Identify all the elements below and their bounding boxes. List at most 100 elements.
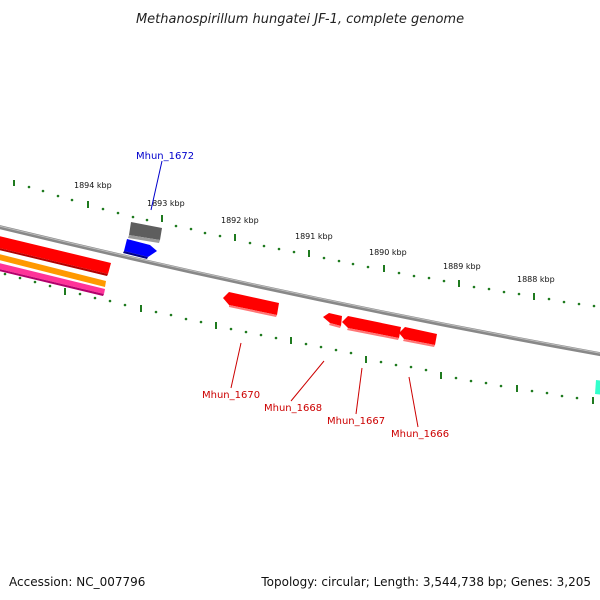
inner-dot xyxy=(123,303,127,307)
outer-dot xyxy=(487,287,491,291)
inner-dot xyxy=(199,320,203,324)
inner-dot xyxy=(259,333,263,337)
gene-mhun-1670-shade xyxy=(229,305,277,317)
scale-label: 1888 kbp xyxy=(517,275,555,284)
gene-red-left-shade xyxy=(0,248,108,276)
inner-dot xyxy=(409,365,413,369)
outer-dot xyxy=(442,279,446,283)
inner-dot xyxy=(304,342,308,346)
inner-dot xyxy=(274,336,278,340)
gene-gray-shadow xyxy=(128,235,160,243)
left-genes xyxy=(0,235,111,296)
leader-line xyxy=(290,360,325,402)
outer-dot xyxy=(70,198,74,202)
inner-dot xyxy=(454,376,458,380)
outer-dot xyxy=(41,189,45,193)
gene-label-mhun-1672[interactable]: Mhun_1672 xyxy=(136,151,194,162)
outer-dot xyxy=(277,247,281,251)
inner-dot xyxy=(575,396,579,400)
gene-mhun-1666[interactable] xyxy=(399,327,437,345)
outer-dot xyxy=(116,211,120,215)
gene-mhun-1667-shade xyxy=(347,328,399,340)
gene-label-mhun-1666[interactable]: Mhun_1666 xyxy=(391,429,449,440)
scale-label: 1894 kbp xyxy=(74,181,112,190)
outer-dot xyxy=(502,290,506,294)
gene-label-mhun-1667[interactable]: Mhun_1667 xyxy=(327,416,385,427)
outer-dot xyxy=(472,285,476,289)
outer-dot xyxy=(412,274,416,278)
gene-red-left[interactable] xyxy=(0,235,111,274)
reverse-genes xyxy=(223,292,600,395)
outer-tick-track xyxy=(13,180,596,308)
scale-label: 1893 kbp xyxy=(147,199,185,208)
outer-dot xyxy=(131,215,135,219)
inner-dot xyxy=(469,379,473,383)
inner-dot xyxy=(530,389,534,393)
gene-mhun-1670[interactable] xyxy=(223,292,279,315)
outer-dot xyxy=(517,292,521,296)
scale-label: 1891 kbp xyxy=(295,232,333,241)
inner-dot xyxy=(184,317,188,321)
gene-mhun-1667[interactable] xyxy=(342,316,401,338)
inner-tick-track xyxy=(3,272,594,404)
genome-backbone xyxy=(0,225,600,357)
gene-pink-left-shade xyxy=(0,269,104,296)
inner-dot xyxy=(33,280,37,284)
gene-teal-right[interactable] xyxy=(595,380,600,395)
outer-dot xyxy=(337,259,341,263)
inner-dot xyxy=(18,276,22,280)
outer-dot xyxy=(27,185,31,189)
outer-dot xyxy=(189,227,193,231)
outer-dot xyxy=(101,207,105,211)
inner-dot xyxy=(424,368,428,372)
inner-dot xyxy=(319,345,323,349)
inner-dot xyxy=(169,313,173,317)
forward-genes xyxy=(123,222,162,259)
inner-dot xyxy=(545,391,549,395)
outer-dot xyxy=(366,265,370,269)
scale-label: 1889 kbp xyxy=(443,262,481,271)
genome-backbone-highlight xyxy=(0,225,600,354)
inner-dot xyxy=(93,296,97,300)
outer-dot xyxy=(351,262,355,266)
outer-dot xyxy=(427,276,431,280)
outer-dot xyxy=(56,194,60,198)
gene-mhun-1668-shade xyxy=(329,323,341,328)
gene-pink-left[interactable] xyxy=(0,262,105,294)
outer-dot xyxy=(562,300,566,304)
scale-label: 1890 kbp xyxy=(369,248,407,257)
topology-text: Topology: circular; Length: 3,544,738 bp… xyxy=(260,575,591,589)
outer-dot xyxy=(218,234,222,238)
gene-orange-left[interactable] xyxy=(0,253,106,287)
inner-dot xyxy=(229,327,233,331)
inner-dot xyxy=(379,360,383,364)
outer-dot xyxy=(262,244,266,248)
outer-dot xyxy=(248,241,252,245)
inner-dot xyxy=(334,348,338,352)
outer-dot xyxy=(203,231,207,235)
inner-dot xyxy=(108,299,112,303)
leader-line xyxy=(150,160,163,211)
inner-dot xyxy=(560,394,564,398)
scale-labels: 1894 kbp 1893 kbp 1892 kbp 1891 kbp 1890… xyxy=(74,181,555,284)
gene-label-mhun-1668[interactable]: Mhun_1668 xyxy=(264,403,322,414)
gene-mhun-1672-shadow xyxy=(123,251,148,259)
inner-dot xyxy=(394,363,398,367)
gene-gray[interactable] xyxy=(129,222,162,240)
accession-text: Accession: NC_007796 xyxy=(9,575,145,589)
genome-title: Methanospirillum hungatei JF-1, complete… xyxy=(136,12,464,27)
inner-dot xyxy=(78,292,82,296)
gene-label-mhun-1670[interactable]: Mhun_1670 xyxy=(202,390,260,401)
outer-dot xyxy=(174,224,178,228)
inner-dot xyxy=(3,272,7,276)
leader-line xyxy=(355,367,363,415)
outer-dot xyxy=(577,302,581,306)
inner-dot xyxy=(244,330,248,334)
outer-dot xyxy=(547,297,551,301)
gene-mhun-1672[interactable] xyxy=(124,239,157,257)
outer-dot xyxy=(292,250,296,254)
inner-dot xyxy=(484,381,488,385)
gene-mhun-1668[interactable] xyxy=(323,313,342,326)
outer-dot xyxy=(592,304,596,308)
